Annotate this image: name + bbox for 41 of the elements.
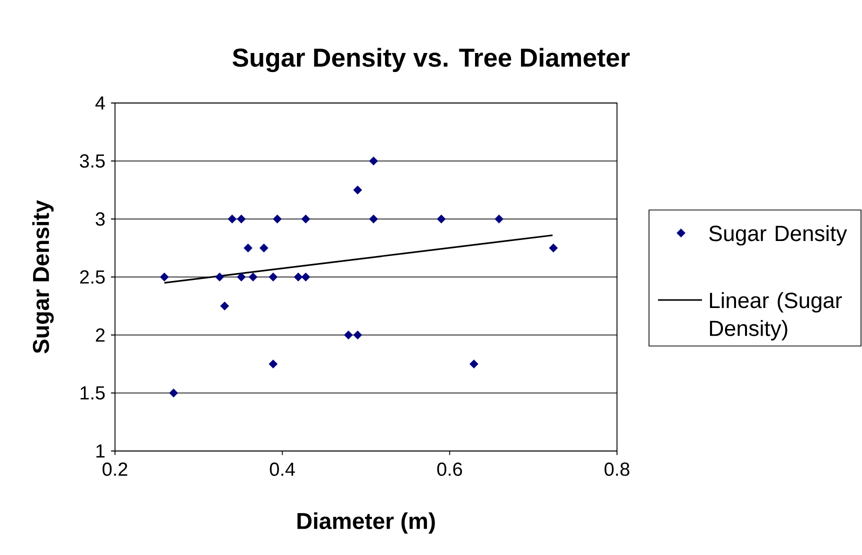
y-axis-title: Sugar Density bbox=[32, 200, 54, 354]
point bbox=[236, 214, 246, 224]
chart-title: Sugar Density vs. Tree Diameter bbox=[232, 48, 630, 72]
point bbox=[268, 272, 278, 282]
x-tick-label: 0.4 bbox=[270, 462, 295, 476]
point bbox=[228, 214, 237, 224]
point bbox=[301, 272, 310, 282]
point bbox=[470, 360, 478, 368]
point bbox=[215, 272, 224, 282]
legend-label: Linear (Sugar Density) bbox=[710, 292, 842, 340]
point bbox=[272, 214, 282, 224]
point bbox=[169, 388, 178, 398]
x-tick-label: 0.6 bbox=[437, 462, 462, 476]
point bbox=[301, 214, 310, 224]
y-tick-label: 4 bbox=[95, 96, 105, 110]
point bbox=[260, 244, 268, 252]
point bbox=[248, 272, 258, 282]
point bbox=[548, 244, 558, 252]
point bbox=[353, 186, 362, 194]
point bbox=[294, 272, 303, 282]
y-tick-label: 2 bbox=[96, 328, 105, 342]
y-tick-label: 3.5 bbox=[80, 154, 105, 168]
y-tick-label: 1 bbox=[96, 444, 105, 458]
point bbox=[236, 272, 246, 282]
point bbox=[344, 330, 353, 340]
legend-label: Sugar Density bbox=[709, 225, 848, 246]
point bbox=[369, 156, 378, 166]
y-tick-label: 1.5 bbox=[80, 386, 105, 400]
point bbox=[353, 330, 362, 340]
point bbox=[436, 214, 446, 224]
point bbox=[494, 214, 504, 224]
x-axis-title: Diameter (m) bbox=[297, 512, 435, 534]
x-tick-label: 0.8 bbox=[604, 462, 630, 476]
point bbox=[244, 244, 252, 252]
point bbox=[160, 272, 169, 282]
point bbox=[268, 360, 278, 368]
y-tick-label: 2.5 bbox=[80, 270, 105, 284]
x-tick-label: 0.2 bbox=[102, 462, 128, 476]
y-tick-label: 3 bbox=[96, 212, 105, 226]
point bbox=[220, 302, 230, 310]
point bbox=[369, 214, 378, 224]
